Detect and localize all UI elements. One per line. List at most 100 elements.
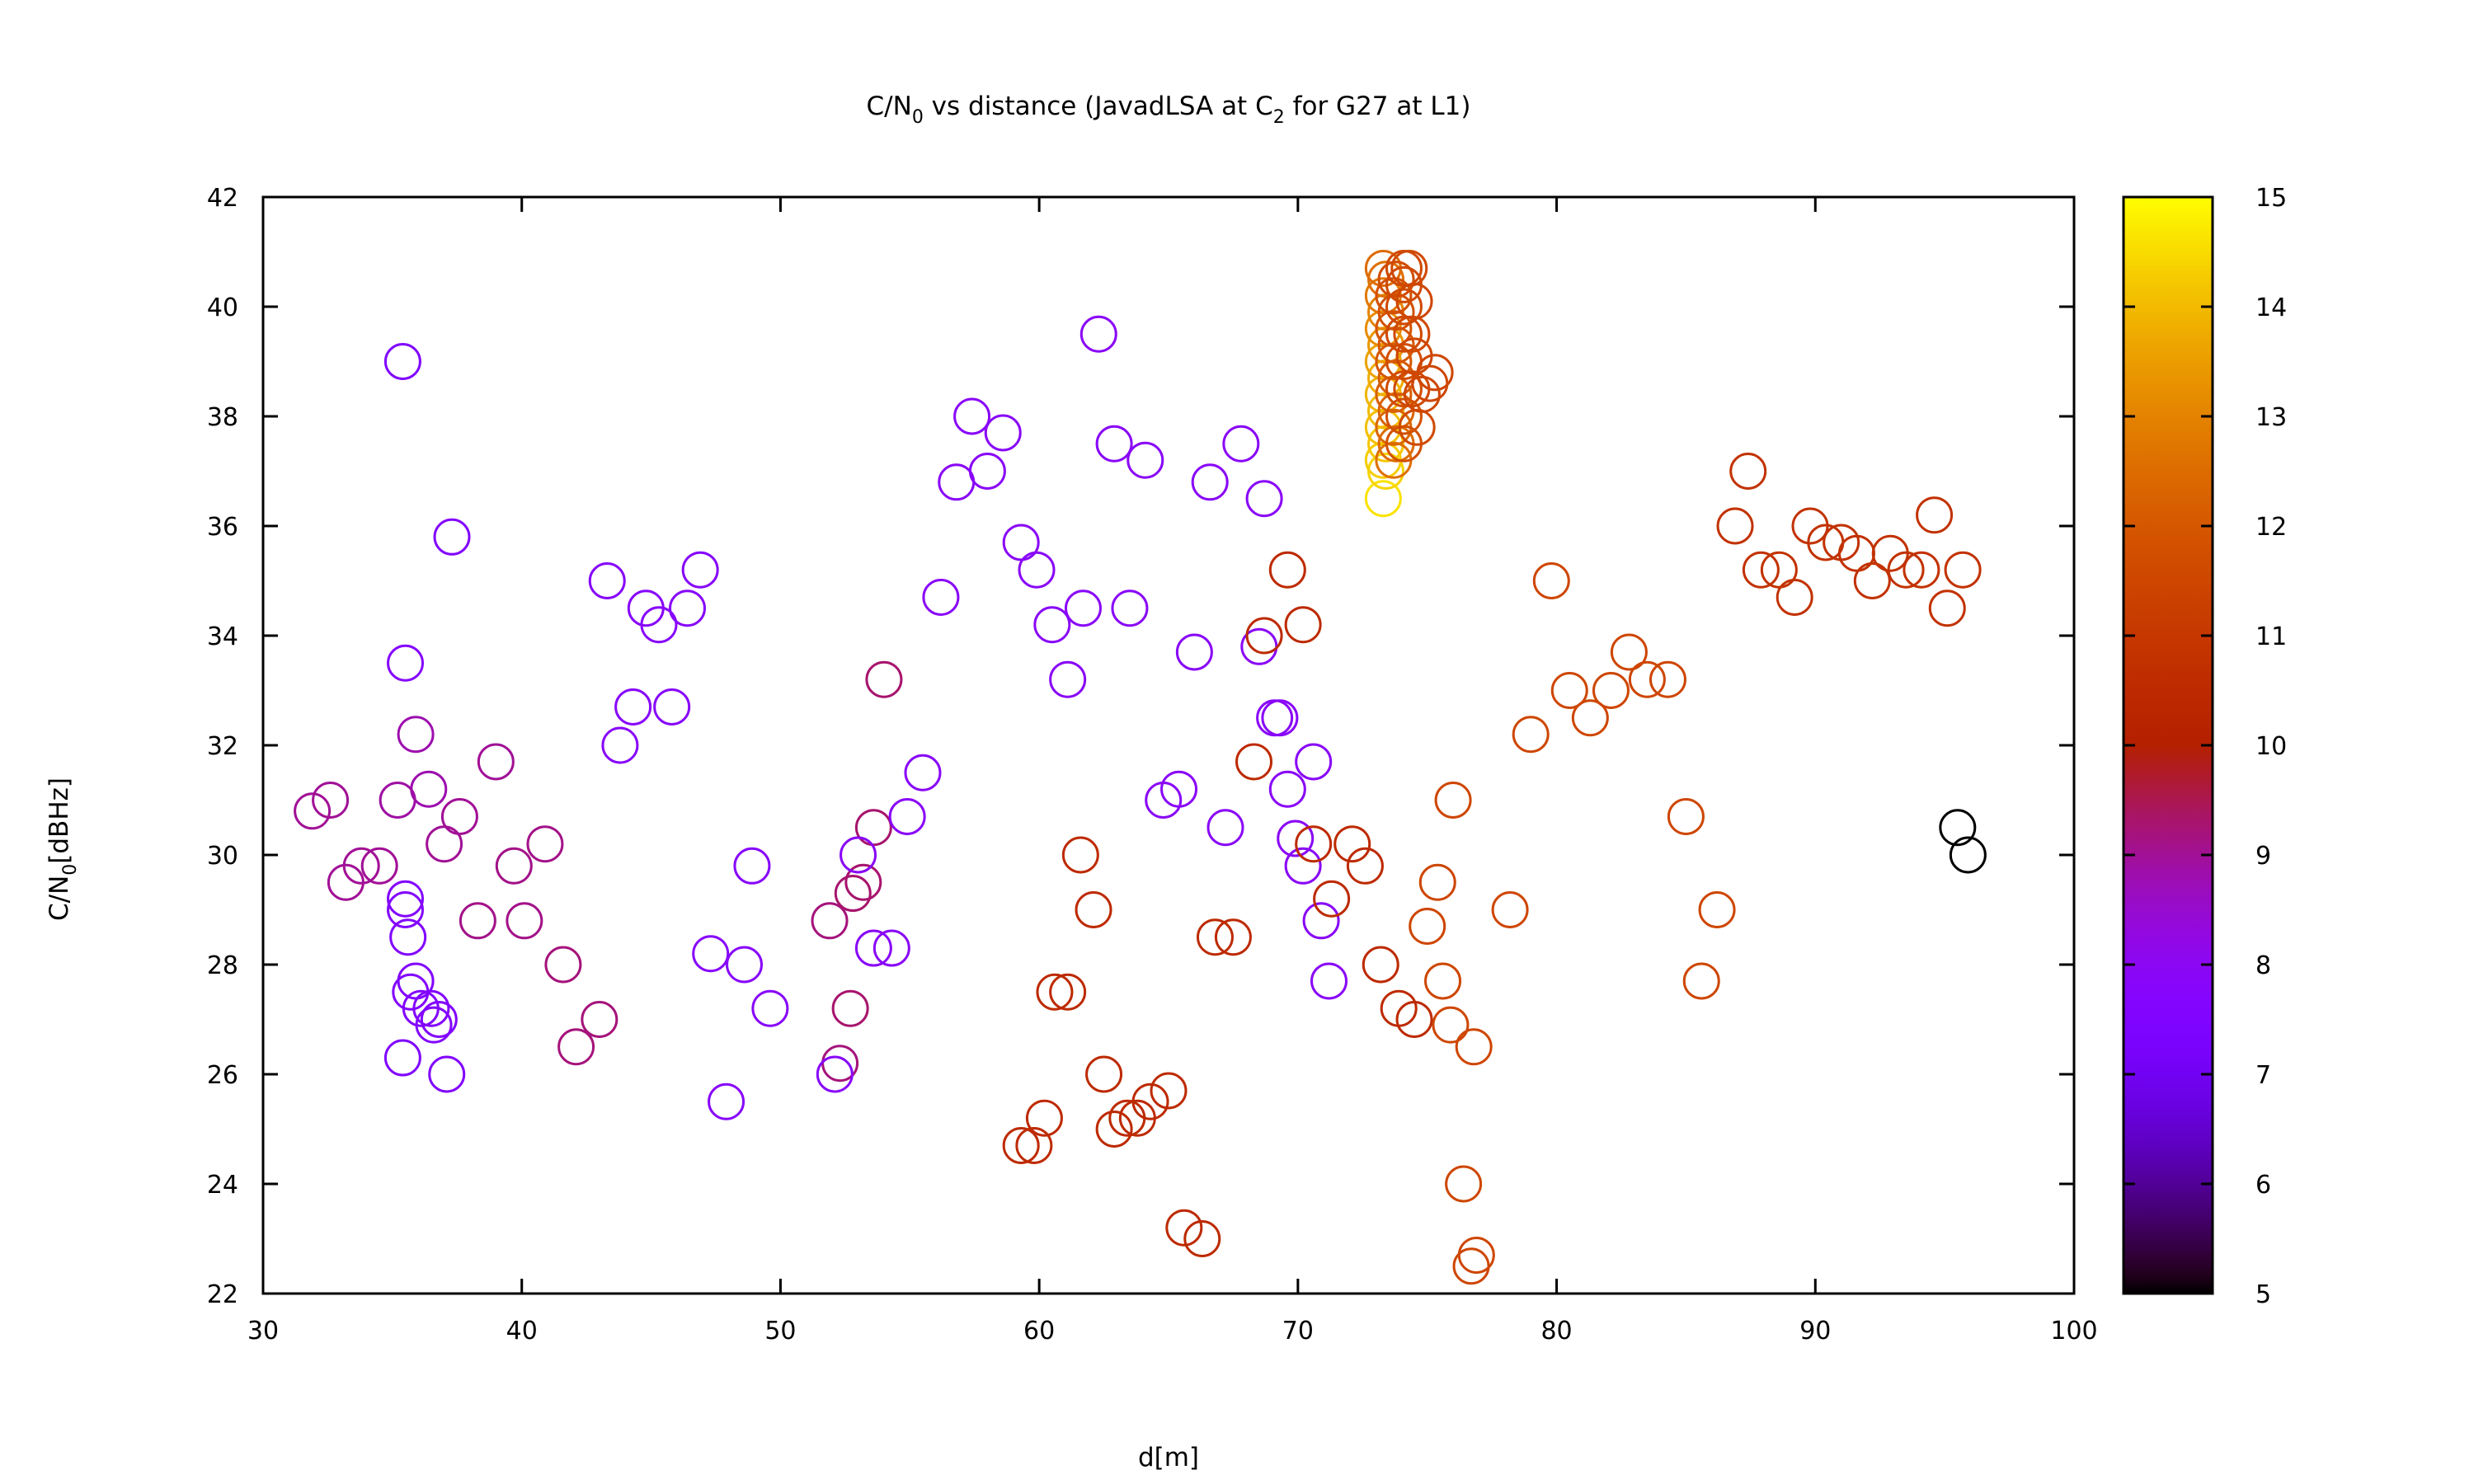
data-point bbox=[904, 754, 942, 791]
data-point bbox=[953, 397, 991, 435]
data-point bbox=[557, 1028, 595, 1066]
data-point bbox=[1165, 1209, 1203, 1247]
data-point bbox=[1628, 660, 1666, 698]
data-point bbox=[1367, 392, 1405, 430]
data-point bbox=[1375, 310, 1413, 348]
data-point bbox=[433, 518, 471, 556]
data-point bbox=[1887, 551, 1925, 589]
data-point bbox=[1214, 918, 1252, 956]
y-tick-label: 32 bbox=[207, 732, 238, 761]
data-point bbox=[1592, 672, 1630, 709]
data-point bbox=[726, 946, 764, 984]
data-point bbox=[1061, 836, 1099, 874]
data-point bbox=[1261, 699, 1299, 737]
data-point bbox=[834, 875, 872, 913]
data-point bbox=[1284, 606, 1322, 644]
data-point bbox=[1346, 847, 1384, 885]
data-point bbox=[506, 902, 543, 940]
colorbar-tick-label: 5 bbox=[2255, 1280, 2271, 1309]
data-point bbox=[1075, 891, 1112, 928]
data-point bbox=[1175, 633, 1213, 671]
data-point bbox=[1853, 562, 1891, 599]
data-point bbox=[1064, 589, 1102, 627]
y-tick-label: 30 bbox=[207, 842, 238, 871]
data-point bbox=[1235, 743, 1273, 781]
data-point bbox=[383, 1039, 421, 1077]
data-point bbox=[588, 562, 626, 599]
data-point bbox=[1457, 1236, 1495, 1274]
data-point bbox=[1823, 524, 1860, 561]
data-point bbox=[1367, 425, 1405, 463]
data-point bbox=[1150, 1072, 1188, 1110]
data-point bbox=[1131, 1082, 1169, 1120]
data-point bbox=[1385, 397, 1423, 435]
data-point bbox=[1380, 989, 1418, 1027]
data-point bbox=[840, 836, 877, 874]
data-point bbox=[312, 782, 350, 819]
data-point bbox=[984, 414, 1022, 452]
data-point bbox=[1095, 425, 1133, 463]
colorbar-tick-label: 10 bbox=[2255, 732, 2287, 761]
data-point bbox=[1375, 375, 1413, 413]
data-point bbox=[1333, 825, 1371, 863]
data-point bbox=[1434, 782, 1472, 819]
data-point bbox=[1949, 836, 1987, 874]
data-point bbox=[854, 929, 892, 967]
data-point bbox=[1393, 315, 1431, 353]
x-axis-label: d[m] bbox=[1138, 1443, 1199, 1472]
data-point bbox=[1385, 370, 1423, 408]
data-point bbox=[1403, 375, 1441, 413]
data-point bbox=[1268, 551, 1306, 589]
data-point bbox=[1385, 315, 1423, 353]
data-point bbox=[544, 946, 582, 984]
data-point bbox=[410, 770, 448, 808]
data-point bbox=[420, 1001, 458, 1038]
data-point bbox=[581, 1001, 618, 1038]
data-point bbox=[601, 726, 639, 764]
data-point bbox=[708, 1082, 745, 1120]
data-point bbox=[1196, 918, 1234, 956]
data-point bbox=[1375, 343, 1413, 380]
data-point bbox=[1364, 480, 1402, 518]
data-point bbox=[428, 1055, 466, 1093]
data-point bbox=[1284, 847, 1322, 885]
data-point bbox=[1418, 863, 1456, 901]
data-point bbox=[1295, 743, 1333, 781]
chart-title: C/N0 vs distance (JavadLSA at C2 for G27… bbox=[867, 92, 1471, 128]
data-point bbox=[1716, 507, 1754, 545]
data-point bbox=[1206, 809, 1244, 847]
data-point bbox=[1424, 962, 1462, 1000]
colorbar-tick-label: 15 bbox=[2255, 184, 2287, 213]
data-point bbox=[477, 743, 515, 781]
data-point bbox=[816, 1055, 854, 1093]
data-point bbox=[872, 929, 910, 967]
colorbar-tick-label: 12 bbox=[2255, 513, 2287, 542]
data-point bbox=[1036, 973, 1074, 1011]
x-tick-label: 80 bbox=[1540, 1317, 1572, 1345]
x-tick-label: 70 bbox=[1282, 1317, 1314, 1345]
data-point bbox=[1939, 809, 1977, 847]
data-point bbox=[865, 660, 903, 698]
data-point bbox=[426, 825, 463, 863]
plot-frame bbox=[261, 195, 2076, 1295]
data-point bbox=[397, 716, 435, 754]
data-point bbox=[389, 918, 427, 956]
y-axis-label: C/N0[dBHz] bbox=[45, 777, 81, 921]
x-tick-label: 90 bbox=[1799, 1317, 1831, 1345]
data-point bbox=[1025, 1099, 1063, 1137]
data-point bbox=[1126, 441, 1164, 479]
data-point bbox=[888, 797, 926, 835]
data-point bbox=[387, 880, 425, 918]
data-point bbox=[1362, 946, 1399, 984]
data-point bbox=[1310, 962, 1348, 1000]
data-point bbox=[1049, 973, 1087, 1011]
data-point bbox=[751, 989, 789, 1027]
data-point bbox=[526, 825, 564, 863]
data-point bbox=[1191, 463, 1229, 501]
data-point bbox=[1491, 891, 1529, 928]
data-point bbox=[922, 578, 960, 616]
data-point bbox=[1445, 1165, 1483, 1203]
data-point bbox=[1111, 589, 1149, 627]
y-tick-label: 40 bbox=[207, 294, 238, 322]
